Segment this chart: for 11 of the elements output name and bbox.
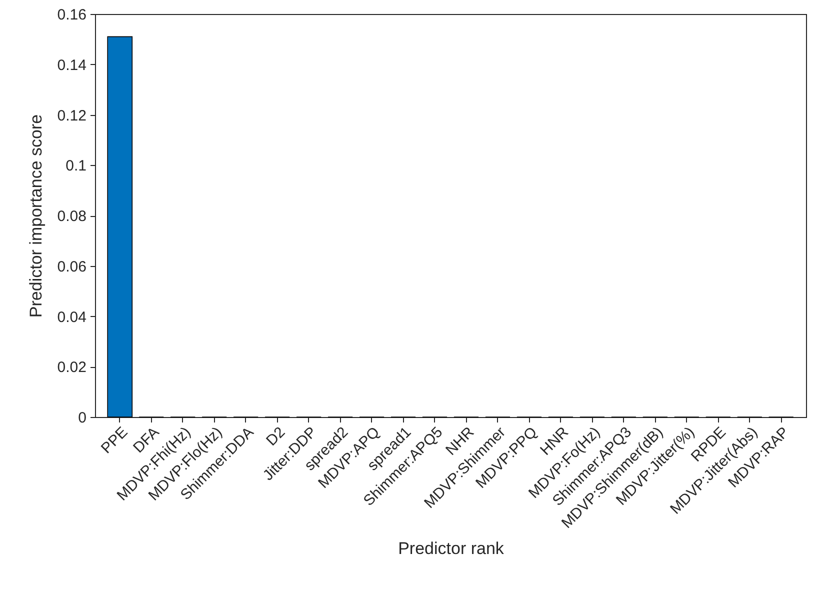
x-axis-title: Predictor rank: [398, 539, 504, 558]
y-tick-label: 0.08: [57, 208, 86, 225]
y-tick-label: 0.06: [57, 258, 86, 276]
y-tick-label: 0.1: [66, 158, 86, 175]
y-tick-label: 0.04: [57, 308, 86, 326]
y-tick-label: 0.16: [57, 6, 86, 24]
y-tick-label: 0.12: [57, 107, 86, 124]
y-axis-title: Predictor importance score: [26, 114, 46, 318]
y-tick-label: 0: [78, 410, 86, 426]
y-tick-label: 0.14: [57, 56, 86, 74]
y-tick-label: 0.02: [57, 359, 86, 376]
